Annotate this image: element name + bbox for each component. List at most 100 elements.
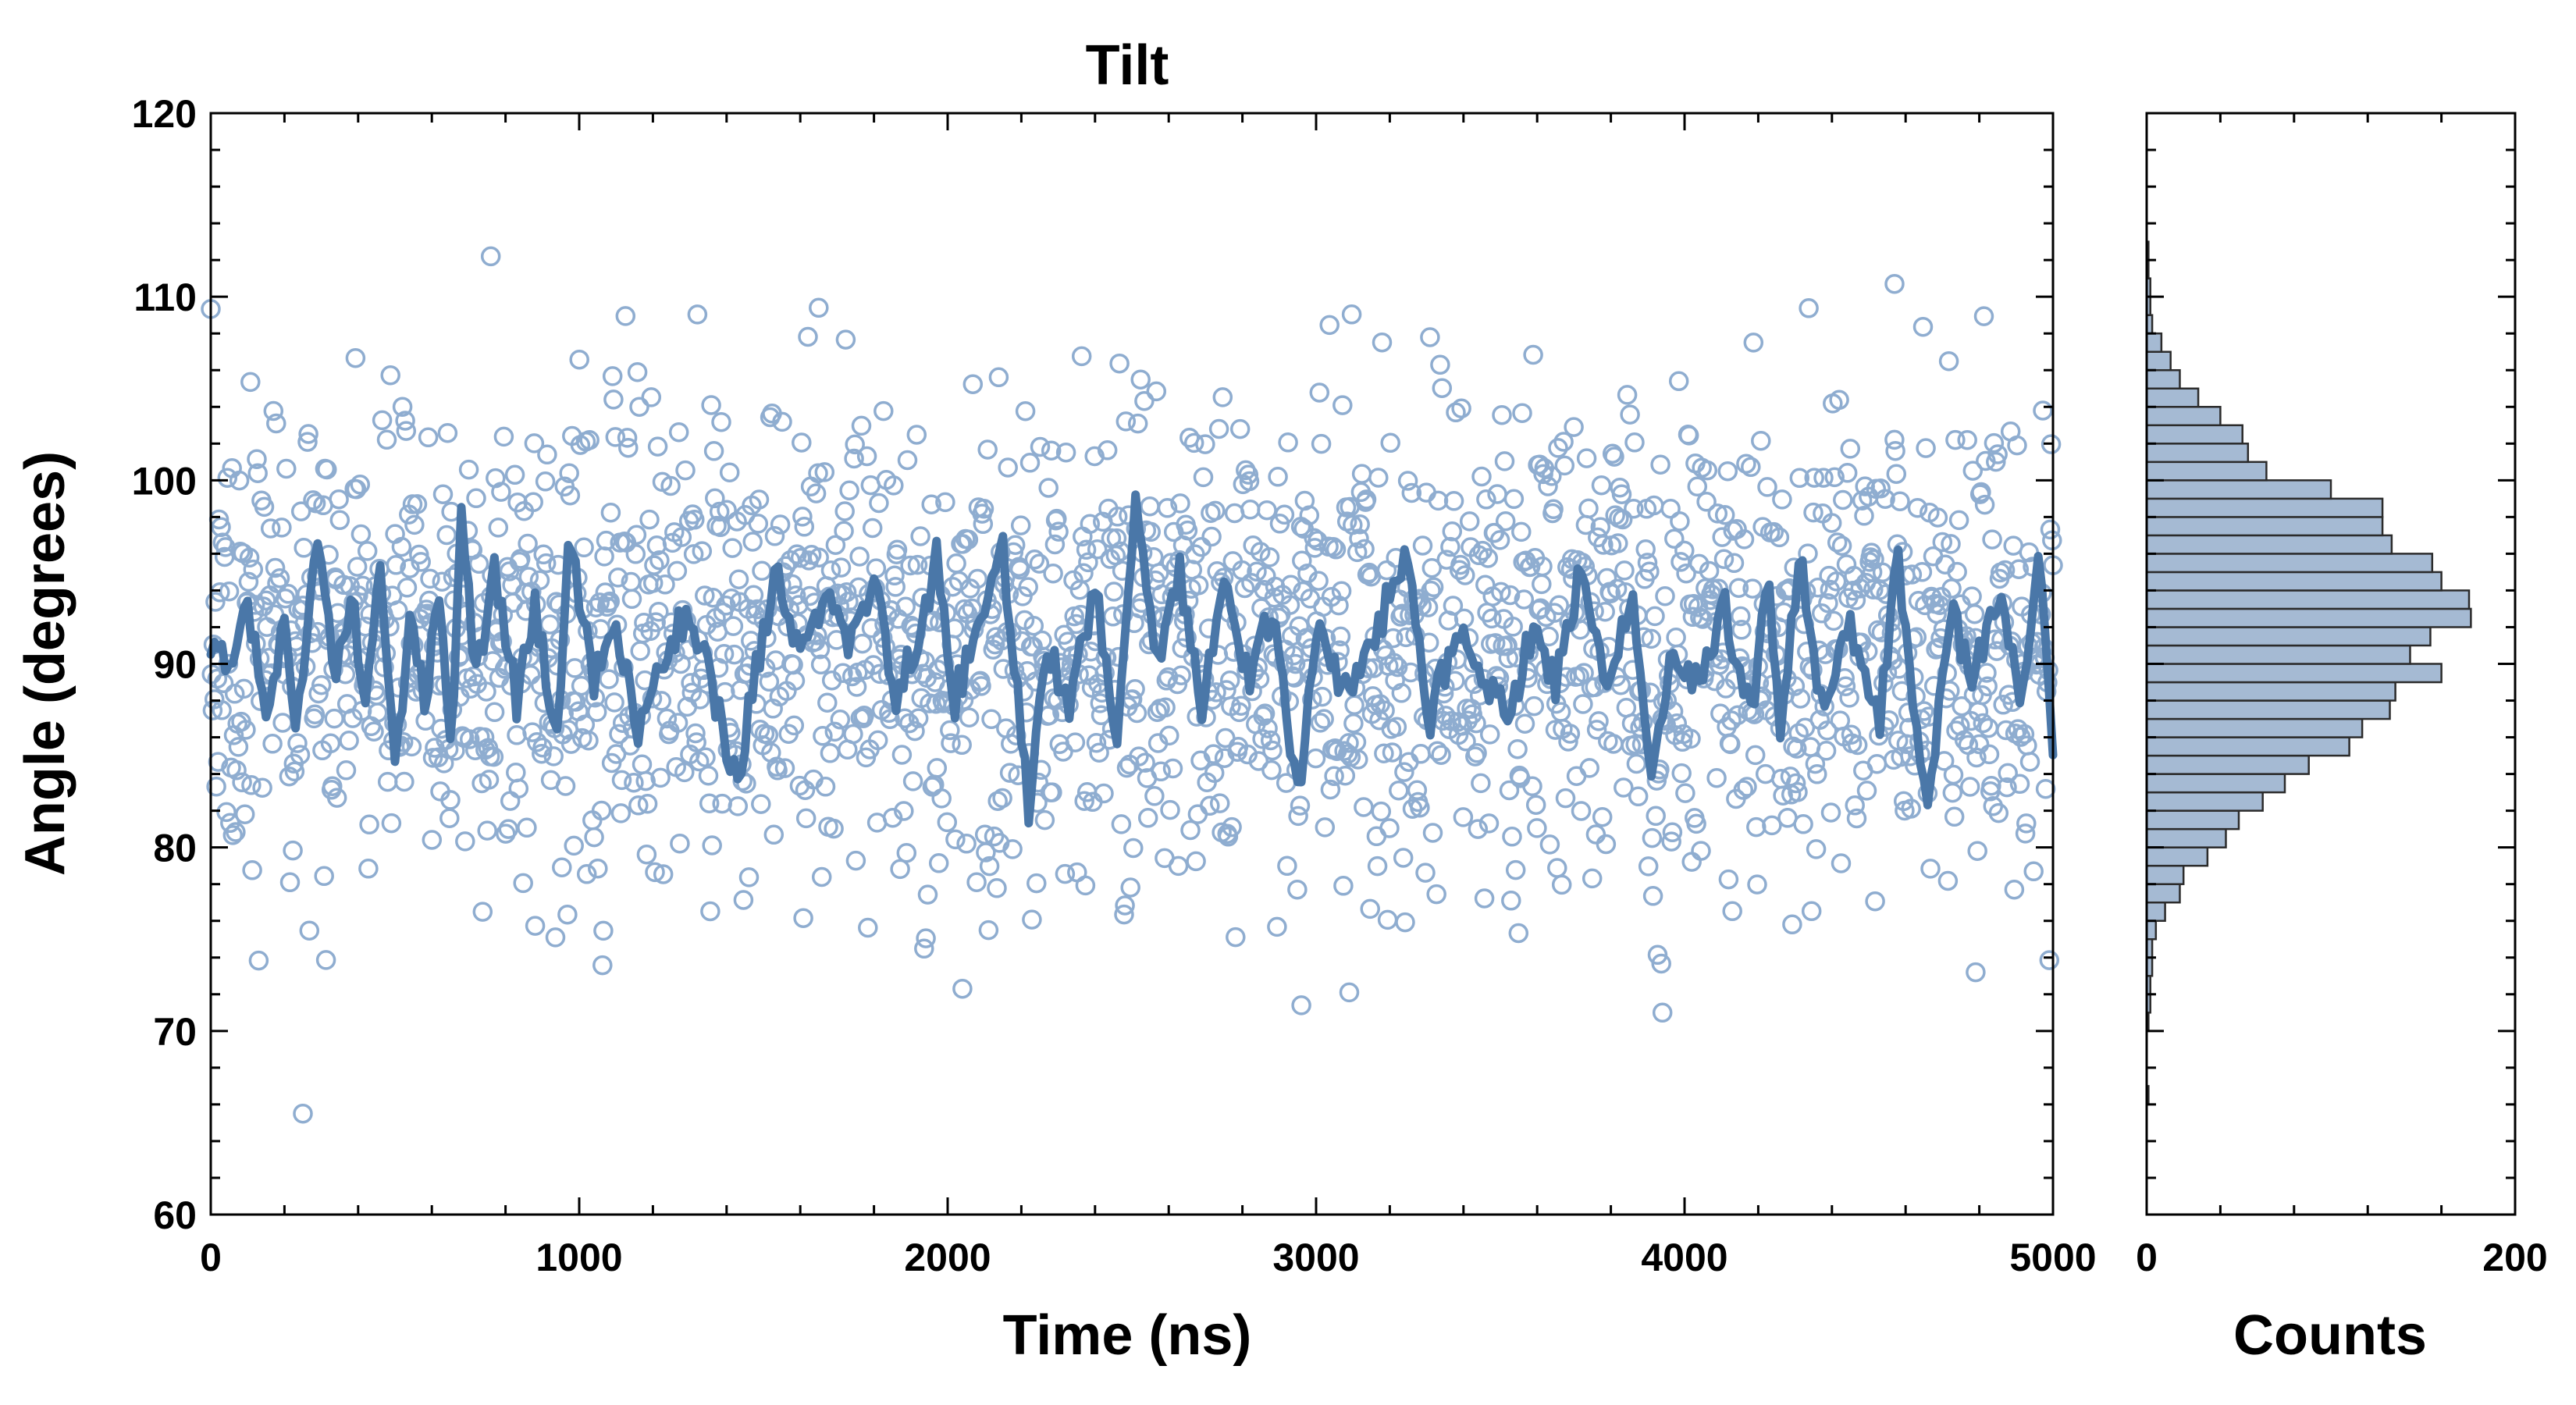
scatter-point [1967,841,1987,861]
scatter-point [1787,738,1807,759]
scatter-point [254,496,275,518]
scatter-point [1456,731,1476,752]
scatter-point [1788,723,1809,744]
scatter-point [1973,713,1994,734]
scatter-point [809,297,829,318]
scatter-point [1258,718,1278,738]
scatter-point [297,432,318,452]
scatter-point [1920,859,1941,879]
scatter-point [675,460,696,481]
scatter-point [466,488,486,509]
scatter-point [615,306,636,326]
scatter-point [1375,700,1395,720]
scatter-point [1320,779,1341,800]
scatter-point [1450,554,1471,575]
scatter-point [1932,532,1953,553]
scatter-point [1569,666,1589,686]
scatter-point [1426,884,1446,905]
scatter-point [824,721,845,742]
scatter-point [290,745,311,765]
scatter-point [1304,528,1324,548]
scatter-point [1821,513,1842,533]
scatter-point [1440,536,1461,557]
scatter-point [474,727,495,748]
scatter-point [785,670,806,691]
scatter-point [238,571,259,592]
scatter-point [1772,489,1792,510]
scatter-point [952,735,972,756]
scatter-point [1043,563,1063,584]
scatter-point [588,858,608,879]
scatter-point [1667,713,1688,734]
y-axis-title: Angle (degrees) [14,451,76,876]
scatter-point [1508,923,1529,944]
scatter-point [1638,856,1659,877]
scatter-point [1446,402,1466,423]
scatter-point [1412,535,1433,556]
scatter-point [668,422,689,443]
scatter-point [1367,855,1388,877]
scatter-point [971,676,991,696]
scatter-point [350,475,371,495]
scatter-point [917,884,938,905]
scatter-point [1471,773,1491,794]
scatter-point [834,501,855,521]
scatter-point [524,433,545,454]
scatter-point [1592,806,1613,827]
scatter-point [606,744,627,764]
scatter-point [1428,490,1449,511]
scatter-point [1455,565,1475,585]
scatter-point [1209,793,1230,813]
scatter-point [1697,460,1718,481]
scatter-point [719,462,740,482]
scatter-point [1912,316,1934,337]
scatter-point [1678,425,1699,446]
scatter-point [1502,827,1522,847]
scatter-point [1820,802,1841,823]
scatter-point [1130,369,1151,389]
scatter-point [738,867,760,887]
scatter-point [1048,521,1069,542]
x-tick-label: 5000 [2009,1236,2096,1279]
scatter-point [1018,577,1038,597]
scatter-point [260,518,281,539]
scatter-point [670,833,690,854]
scatter-point [1863,579,1884,599]
scatter-point [1699,560,1720,582]
scatter-point [1856,781,1877,801]
scatter-point [1652,1002,1673,1023]
scatter-point [1870,478,1891,499]
scatter-point [345,347,366,368]
scatter-point [299,920,320,941]
x-tick-label: 2000 [904,1236,991,1279]
scatter-point [1167,674,1188,695]
scatter-point [1993,695,2013,715]
histogram-bar [2145,479,2332,500]
scatter-point [584,827,604,848]
scatter-point [787,544,807,564]
scatter-point [851,415,872,436]
scatter-point [1394,762,1414,782]
scatter-point [1661,831,1681,852]
scatter-point [263,400,284,422]
scatter-point [1371,801,1392,822]
scatter-point [1865,891,1885,912]
scatter-point [2014,724,2035,745]
scatter-point [1790,688,1811,709]
scatter-point [908,708,929,728]
scatter-point [653,864,674,884]
scatter-point [234,804,255,824]
scatter-point [1380,432,1400,454]
scatter-point [593,920,614,941]
scatter-point [1260,730,1281,751]
scatter-point [1582,868,1603,889]
scatter-point [897,450,918,471]
scatter-point [1423,577,1444,598]
scatter-point [1813,468,1834,488]
scatter-point [600,591,620,612]
scatter-point [1714,504,1735,525]
running-average-line [206,490,2058,828]
scatter-point [1115,411,1137,432]
scatter-point [545,927,566,948]
scatter-point [1291,995,1311,1016]
